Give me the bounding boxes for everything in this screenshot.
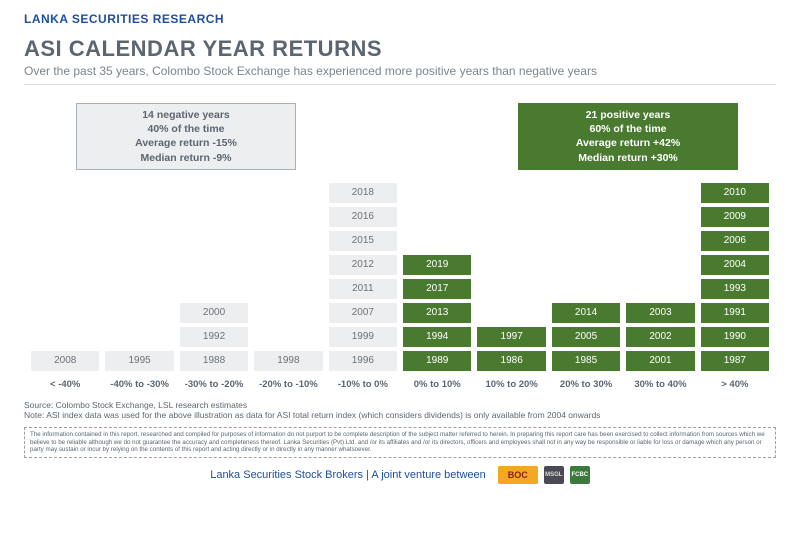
bucket-label: -20% to -10% [253,374,323,396]
stat-boxes: 14 negative years 40% of the time Averag… [24,103,776,170]
pos-stat-pct: 60% of the time [537,122,719,136]
year-cell: 2013 [402,302,472,324]
year-cell: 2017 [402,278,472,300]
year-cell: 1995 [104,350,174,372]
year-cell: 1991 [700,302,770,324]
year-cell: 2012 [328,254,398,276]
brand-header: LANKA SECURITIES RESEARCH [24,12,776,26]
year-cell: 1986 [476,350,546,372]
bucket-label: -40% to -30% [104,374,174,396]
year-cell: 2018 [328,182,398,204]
bucket-label: -10% to 0% [328,374,398,396]
neg-stat-median: Median return -9% [95,151,277,165]
bucket-label: > 40% [700,374,770,396]
year-cell: 2007 [328,302,398,324]
bucket-column: 20102009200620041993199119901987> 40% [700,182,770,396]
year-cell: 2000 [179,302,249,324]
pos-stat-years: 21 positive years [537,108,719,122]
bucket-label: 20% to 30% [551,374,621,396]
year-cell: 1994 [402,326,472,348]
footer-logo-row: BOC MSGL FCBC [498,466,590,484]
fcbc-logo-icon: FCBC [570,466,590,484]
boc-logo-icon: BOC [498,466,538,484]
year-cell: 2005 [551,326,621,348]
year-cell: 2008 [30,350,100,372]
source-line2: Note: ASI index data was used for the ab… [24,410,776,421]
year-cell: 2016 [328,206,398,228]
footer-text: Lanka Securities Stock Brokers | A joint… [210,469,486,481]
footer: Lanka Securities Stock Brokers | A joint… [24,466,776,484]
year-cell: 2001 [625,350,695,372]
source-note: Source: Colombo Stock Exchange, LSL rese… [24,400,776,421]
year-cell: 2014 [551,302,621,324]
year-cell: 1989 [402,350,472,372]
bucket-column: 20142005198520% to 30% [551,302,621,396]
year-cell: 2004 [700,254,770,276]
year-cell: 2019 [402,254,472,276]
bucket-label: 10% to 20% [476,374,546,396]
year-cell: 1990 [700,326,770,348]
bucket-label: 0% to 10% [402,374,472,396]
bucket-column: 20182016201520122011200719991996-10% to … [328,182,398,396]
positive-stats-box: 21 positive years 60% of the time Averag… [518,103,738,170]
neg-stat-avg: Average return -15% [95,136,277,150]
returns-histogram: 2008< -40%1995-40% to -30%200019921988-3… [24,178,776,396]
bucket-column: 201920172013199419890% to 10% [402,254,472,396]
disclaimer: The information contained in this report… [24,427,776,458]
source-line1: Source: Colombo Stock Exchange, LSL rese… [24,400,776,411]
year-cell: 1987 [700,350,770,372]
year-cell: 1993 [700,278,770,300]
bucket-column: 1997198610% to 20% [476,326,546,396]
year-cell: 1998 [253,350,323,372]
year-cell: 1985 [551,350,621,372]
negative-stats-box: 14 negative years 40% of the time Averag… [76,103,296,170]
bucket-column: 1995-40% to -30% [104,350,174,396]
bucket-label: 30% to 40% [625,374,695,396]
year-cell: 2003 [625,302,695,324]
year-cell: 1988 [179,350,249,372]
bucket-label: < -40% [30,374,100,396]
neg-stat-pct: 40% of the time [95,122,277,136]
msgl-logo-icon: MSGL [544,466,564,484]
bucket-column: 2008< -40% [30,350,100,396]
bucket-column: 1998-20% to -10% [253,350,323,396]
page-title: ASI CALENDAR YEAR RETURNS [24,36,776,62]
pos-stat-median: Median return +30% [537,151,719,165]
page-subtitle: Over the past 35 years, Colombo Stock Ex… [24,64,776,78]
year-cell: 1996 [328,350,398,372]
year-cell: 1992 [179,326,249,348]
bucket-column: 200019921988-30% to -20% [179,302,249,396]
year-cell: 2015 [328,230,398,252]
year-cell: 2006 [700,230,770,252]
year-cell: 1999 [328,326,398,348]
year-cell: 2002 [625,326,695,348]
pos-stat-avg: Average return +42% [537,136,719,150]
year-cell: 2011 [328,278,398,300]
year-cell: 2009 [700,206,770,228]
year-cell: 1997 [476,326,546,348]
divider [24,84,776,85]
neg-stat-years: 14 negative years [95,108,277,122]
year-cell: 2010 [700,182,770,204]
bucket-column: 20032002200130% to 40% [625,302,695,396]
bucket-label: -30% to -20% [179,374,249,396]
